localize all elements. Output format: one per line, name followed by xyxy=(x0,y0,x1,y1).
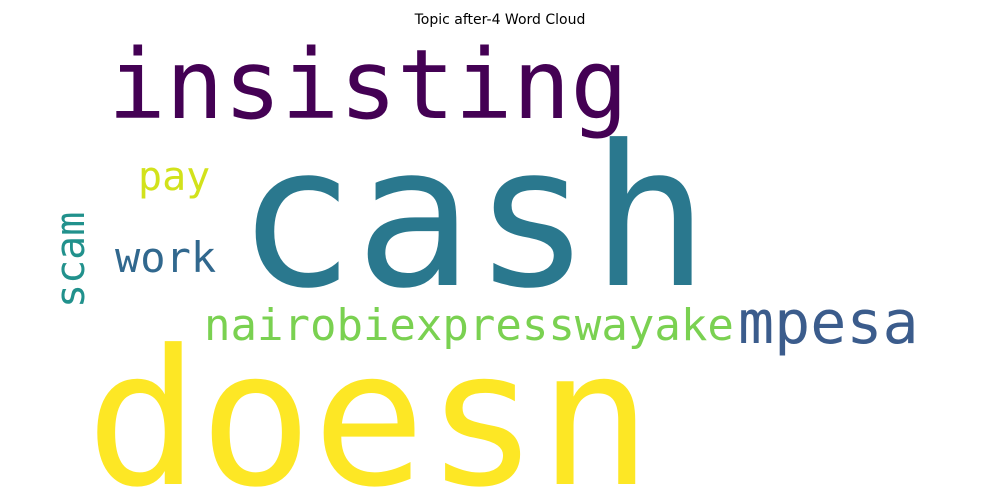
word-doesn: doesn xyxy=(86,310,652,500)
word-work: work xyxy=(115,233,216,282)
word-mpesa: mpesa xyxy=(738,288,919,358)
word-pay: pay xyxy=(138,154,210,200)
word-scam: scam xyxy=(48,212,94,308)
word-cash: cash xyxy=(237,104,709,332)
word-nairobiexpresswayake: nairobiexpresswayake xyxy=(204,300,734,351)
chart-title: Topic after-4 Word Cloud xyxy=(414,12,586,28)
word-insisting: insisting xyxy=(108,29,628,141)
